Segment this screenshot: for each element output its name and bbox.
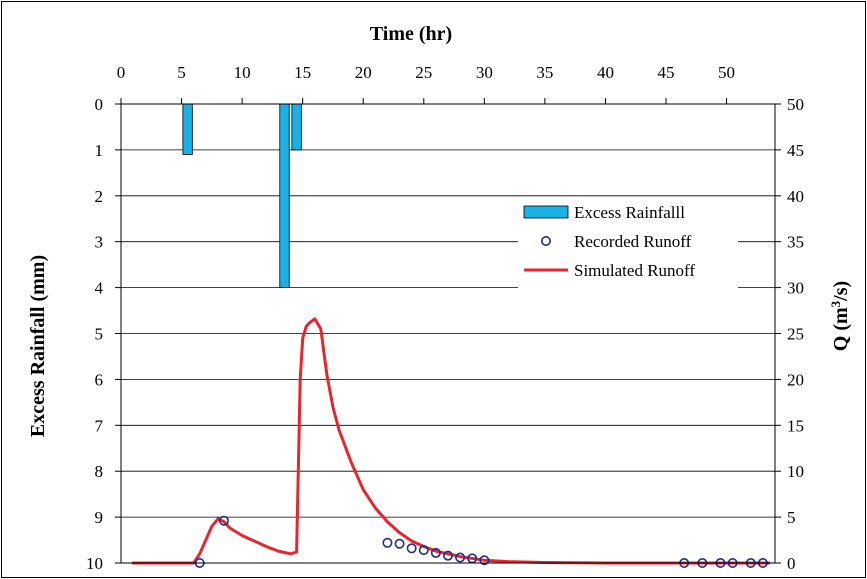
x-tick-label-5: 25 [415,63,432,82]
recorded-runoff-point-6 [430,547,441,558]
x-tick-label-4: 20 [355,63,372,82]
x-tick-label-2: 10 [234,63,251,82]
recorded-runoff-point-8 [455,552,466,563]
legend-marker-recorded-runoff [540,236,551,247]
y-right-tick-label-0: 0 [787,554,796,573]
y-left-tick-label-7: 7 [95,416,104,435]
legend-label-excess-rainfall: Excess Rainfalll [574,203,685,222]
y-right-tick-label-10: 50 [787,95,804,114]
x-tick-label-0: 0 [117,63,126,82]
recorded-runoff-point-4 [406,543,417,554]
legend: Excess Rainfalll Recorded Runoff Simulat… [518,197,738,289]
y-right-tick-label-6: 30 [787,279,804,298]
rainfall-bar-2 [291,103,302,151]
recorded-runoff-point-10 [479,555,490,566]
y-left-tick-label-0: 0 [95,95,104,114]
recorded-runoff-point-1 [218,515,229,526]
y-right-tick-label-3: 15 [787,416,804,435]
legend-swatch-excess-rainfall [523,205,569,219]
y-left-tick-label-4: 4 [95,279,104,298]
y-left-tick-label-6: 6 [95,370,104,389]
rainfall-bar-1 [279,103,290,289]
x-tick-label-3: 15 [294,63,311,82]
recorded-runoff-point-2 [382,537,393,548]
y-left-tick-label-5: 5 [95,325,104,344]
y-left-tick-label-9: 9 [95,508,104,527]
recorded-runoff-point-7 [442,550,453,561]
y-left-tick-label-3: 3 [95,233,104,252]
recorded-runoff-point-3 [394,538,405,549]
y-right-tick-label-9: 45 [787,141,804,160]
y-right-tick-label-7: 35 [787,233,804,252]
legend-label-simulated-runoff: Simulated Runoff [574,261,695,280]
y-left-axis-title: Excess Rainfall (mm) [27,255,49,437]
legend-label-recorded-runoff: Recorded Runoff [574,232,692,251]
y-right-tick-label-8: 40 [787,187,804,206]
x-tick-label-1: 5 [177,63,186,82]
y-right-axis-title: Q (m3/s) [828,281,853,351]
y-right-tick-label-2: 10 [787,462,804,481]
y-right-axis-title-main: Q (m [830,307,852,351]
y-right-axis-title-superscript: 3 [828,300,843,307]
x-tick-label-7: 35 [536,63,553,82]
y-right-tick-label-5: 25 [787,325,804,344]
y-left-tick-label-8: 8 [95,462,104,481]
x-tick-label-6: 30 [476,63,493,82]
x-tick-label-9: 45 [658,63,675,82]
y-right-tick-label-4: 20 [787,370,804,389]
y-left-tick-label-10: 10 [86,554,103,573]
recorded-runoff-point-5 [418,545,429,556]
y-right-tick-label-1: 5 [787,508,796,527]
y-right-axis-title-end: /s) [830,281,852,302]
rainfall-bar-0 [182,103,193,155]
x-axis-title: Time (hr) [370,23,452,45]
x-tick-label-10: 50 [718,63,735,82]
y-left-tick-label-1: 1 [95,141,104,160]
x-tick-label-8: 40 [597,63,614,82]
axes [115,98,781,564]
y-left-tick-label-2: 2 [95,187,104,206]
